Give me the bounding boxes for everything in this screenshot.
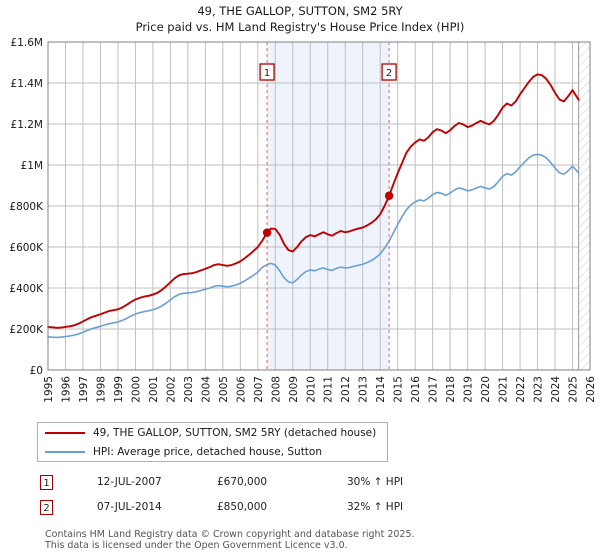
chart-title-block: 49, THE GALLOP, SUTTON, SM2 5RY Price pa…	[0, 3, 600, 35]
legend-swatch-red-icon	[45, 431, 85, 434]
transaction-hpi-delta: 32% ↑ HPI	[347, 501, 404, 513]
table-row: 1 12-JUL-2007 £670,000 30% ↑ HPI	[40, 474, 440, 499]
transaction-date: 12-JUL-2007	[97, 476, 162, 488]
copyright-footer: Contains HM Land Registry data © Crown c…	[45, 529, 585, 551]
svg-text:£400K: £400K	[9, 283, 44, 295]
svg-text:2026: 2026	[585, 376, 597, 403]
svg-text:£1.4M: £1.4M	[11, 78, 43, 90]
legend-swatch-blue-icon	[45, 450, 85, 453]
svg-text:1995: 1995	[43, 376, 55, 403]
transaction-price: £670,000	[217, 476, 268, 488]
svg-text:2004: 2004	[200, 376, 212, 403]
legend-label-price-paid: 49, THE GALLOP, SUTTON, SM2 5RY (detache…	[93, 426, 377, 439]
svg-text:£1.6M: £1.6M	[11, 37, 43, 49]
svg-text:2018: 2018	[445, 376, 457, 403]
svg-text:2022: 2022	[515, 376, 527, 403]
svg-text:2012: 2012	[340, 376, 352, 403]
transaction-price: £850,000	[217, 501, 268, 513]
svg-text:£200K: £200K	[9, 324, 44, 336]
transaction-date: 07-JUL-2014	[97, 501, 162, 513]
svg-text:2006: 2006	[235, 376, 247, 403]
legend-item-price-paid: 49, THE GALLOP, SUTTON, SM2 5RY (detache…	[38, 423, 387, 442]
legend-label-hpi: HPI: Average price, detached house, Sutt…	[93, 445, 323, 458]
svg-text:1999: 1999	[113, 376, 125, 403]
svg-text:2013: 2013	[358, 376, 370, 403]
svg-text:2016: 2016	[410, 376, 422, 403]
svg-text:2000: 2000	[130, 376, 142, 403]
svg-text:£1M: £1M	[21, 160, 43, 172]
svg-text:2002: 2002	[165, 376, 177, 403]
table-row: 2 07-JUL-2014 £850,000 32% ↑ HPI	[40, 499, 440, 524]
svg-text:£0: £0	[30, 365, 43, 377]
svg-text:2024: 2024	[550, 376, 562, 403]
svg-text:2021: 2021	[498, 376, 510, 403]
svg-text:2020: 2020	[480, 376, 492, 403]
svg-text:2017: 2017	[428, 376, 440, 403]
status-badge: 1	[40, 475, 53, 490]
transaction-hpi-delta: 30% ↑ HPI	[347, 476, 404, 488]
transactions-table: 1 12-JUL-2007 £670,000 30% ↑ HPI 2 07-JU…	[40, 474, 440, 524]
svg-text:2010: 2010	[305, 376, 317, 403]
svg-text:2015: 2015	[393, 376, 405, 403]
svg-text:2007: 2007	[253, 376, 265, 403]
svg-text:2005: 2005	[218, 376, 230, 403]
chart-plot: £0 £200K £400K £600K £800K £1M £1.2M £1.4M £1.6M…	[9, 37, 597, 403]
svg-text:2009: 2009	[288, 376, 300, 403]
svg-text:2014: 2014	[375, 376, 387, 403]
legend-item-hpi: HPI: Average price, detached house, Sutt…	[38, 442, 387, 461]
svg-text:1996: 1996	[60, 376, 72, 403]
svg-text:1998: 1998	[95, 376, 107, 403]
svg-text:2019: 2019	[463, 376, 475, 403]
svg-text:£1.2M: £1.2M	[11, 119, 43, 131]
svg-text:2: 2	[386, 68, 392, 79]
svg-text:2023: 2023	[533, 376, 545, 403]
svg-text:£800K: £800K	[9, 201, 44, 213]
svg-text:£600K: £600K	[9, 242, 44, 254]
svg-text:2025: 2025	[568, 376, 580, 403]
page-subtitle: Price paid vs. HM Land Registry's House …	[135, 20, 465, 34]
svg-text:2003: 2003	[183, 376, 195, 403]
svg-text:1: 1	[264, 68, 270, 79]
chart-legend: 49, THE GALLOP, SUTTON, SM2 5RY (detache…	[37, 422, 388, 462]
svg-text:2001: 2001	[148, 376, 160, 403]
svg-text:1997: 1997	[78, 376, 90, 403]
svg-text:2008: 2008	[270, 376, 282, 403]
footer-line-2: This data is licensed under the Open Gov…	[45, 540, 348, 551]
footer-line-1: Contains HM Land Registry data © Crown c…	[45, 529, 415, 540]
page-title: 49, THE GALLOP, SUTTON, SM2 5RY	[197, 4, 403, 18]
svg-text:2011: 2011	[323, 376, 335, 403]
status-badge: 2	[40, 500, 53, 515]
